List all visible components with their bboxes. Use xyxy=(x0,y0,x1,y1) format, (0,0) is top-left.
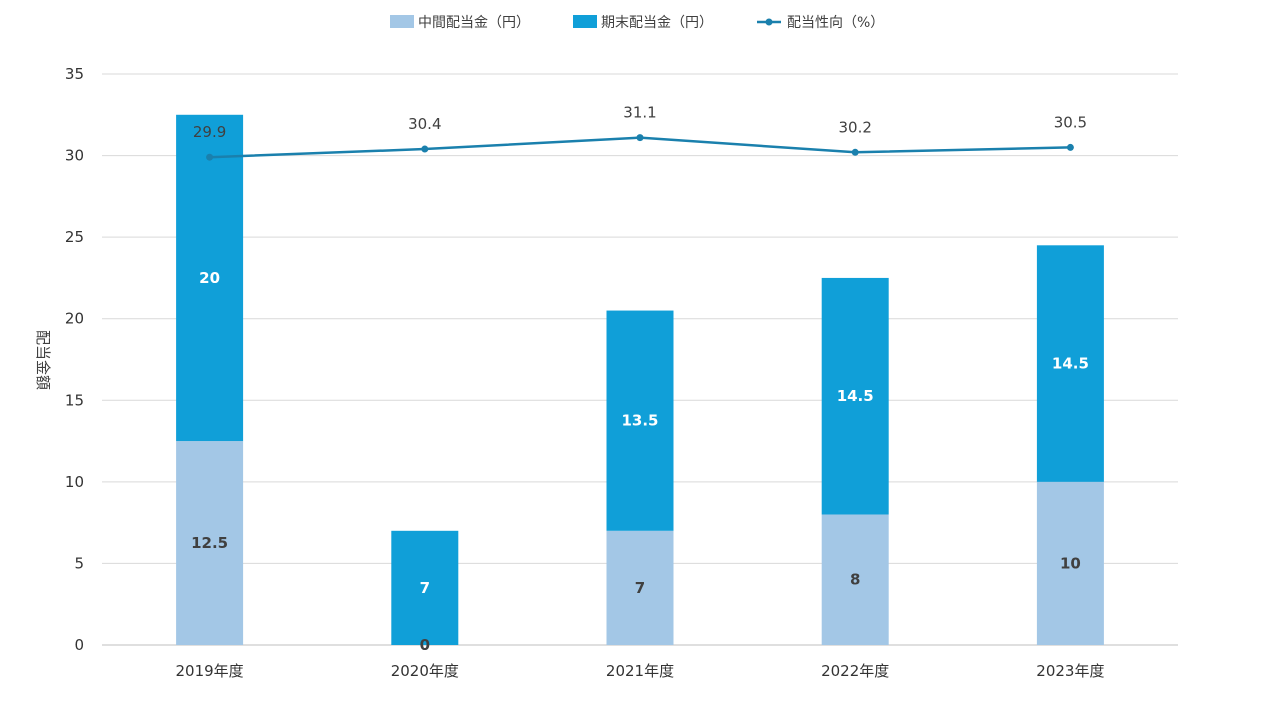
interim-dividend-bar xyxy=(821,514,889,645)
payout-ratio-point xyxy=(636,134,644,142)
x-tick-label: 2022年度 xyxy=(821,662,889,680)
payout-ratio-label: 29.9 xyxy=(193,123,226,141)
year-end-dividend-label: 20 xyxy=(199,269,220,287)
year-end-dividend-bar xyxy=(821,277,889,515)
axes: 0 5 10 15 20 25 30 35 2019年度 2020年度 2021年度 2022年度 20… xyxy=(65,65,1105,680)
payout-ratio-point xyxy=(421,145,429,153)
y-tick-label: 5 xyxy=(74,554,84,572)
legend-swatch-payout-marker xyxy=(765,18,773,26)
y-tick-label: 0 xyxy=(74,636,84,654)
x-tick-label: 2023年度 xyxy=(1036,662,1104,680)
interim-dividend-bar xyxy=(1036,481,1104,645)
payout-ratio-point xyxy=(1066,143,1074,151)
year-end-dividend-bar xyxy=(176,114,244,442)
interim-dividend-bar xyxy=(606,530,674,645)
legend: 中間配当金（円） 期末配当金（円） 配当性向（%） xyxy=(390,15,884,31)
interim-dividend-label: 12.5 xyxy=(191,534,228,552)
payout-ratio-label: 30.5 xyxy=(1054,113,1087,131)
legend-label: 配当性向（%） xyxy=(787,15,884,31)
data-labels: 12.5 20 0 7 7 13.5 8 14.5 10 14.5 29.9 30.4 31.1 30.2… xyxy=(191,104,1089,654)
legend-label: 中間配当金（円） xyxy=(418,15,530,31)
interim-dividend-label: 0 xyxy=(420,636,430,654)
x-tick-label: 2020年度 xyxy=(391,662,459,680)
year-end-dividend-label: 14.5 xyxy=(1052,355,1089,373)
y-tick-label: 25 xyxy=(65,228,84,246)
y-tick-label: 15 xyxy=(65,391,84,409)
payout-ratio-point xyxy=(851,148,859,156)
y-tick-label: 35 xyxy=(65,65,84,83)
year-end-dividend-bar xyxy=(1036,245,1104,482)
year-end-dividend-bar xyxy=(391,530,459,645)
bars xyxy=(176,114,1104,645)
year-end-dividend-label: 13.5 xyxy=(621,412,658,430)
legend-swatch-interim xyxy=(390,15,414,28)
interim-dividend-label: 7 xyxy=(635,579,645,597)
y-tick-label: 20 xyxy=(65,310,84,328)
y-axis-label: 配当金額 xyxy=(34,330,52,390)
y-tick-label: 10 xyxy=(65,473,84,491)
payout-ratio-label: 31.1 xyxy=(623,104,656,122)
interim-dividend-bar xyxy=(176,441,244,645)
legend-label: 期末配当金（円） xyxy=(601,15,713,31)
x-tick-label: 2021年度 xyxy=(606,662,674,680)
x-tick-label: 2019年度 xyxy=(176,662,244,680)
payout-ratio-label: 30.2 xyxy=(838,118,871,136)
year-end-dividend-label: 14.5 xyxy=(837,387,874,405)
interim-dividend-label: 8 xyxy=(850,571,860,589)
payout-ratio-label: 30.4 xyxy=(408,115,441,133)
interim-dividend-label: 10 xyxy=(1060,554,1081,572)
year-end-dividend-label: 7 xyxy=(420,579,430,597)
payout-ratio-point xyxy=(206,153,214,161)
year-end-dividend-bar xyxy=(606,310,674,531)
line-series xyxy=(206,134,1074,161)
legend-swatch-year-end xyxy=(573,15,597,28)
y-tick-label: 30 xyxy=(65,147,84,165)
